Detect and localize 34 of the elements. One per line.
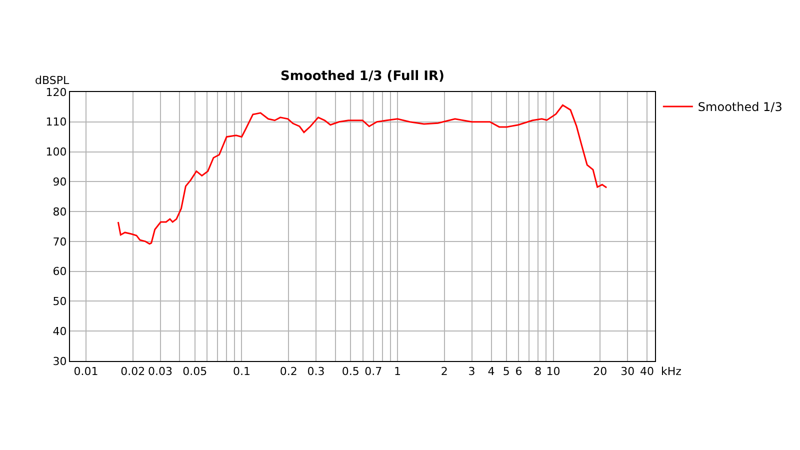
x-tick-label: 6 (515, 365, 522, 378)
x-tick-label: 0.03 (148, 365, 173, 378)
x-tick-label: 10 (546, 365, 560, 378)
x-tick-label: 4 (488, 365, 495, 378)
y-tick-label: 120 (46, 86, 67, 99)
x-tick-label: 0.05 (182, 365, 208, 378)
y-tick-label: 40 (52, 324, 67, 338)
y-tick-label: 70 (52, 235, 67, 248)
x-tick-label: 30 (620, 365, 635, 378)
x-tick-label: 0.02 (120, 365, 146, 378)
y-tick-label: 60 (52, 265, 67, 278)
x-tick-label: 5 (502, 365, 510, 378)
x-tick-label: 40 (640, 365, 654, 378)
x-tick-label: 8 (534, 365, 542, 378)
x-axis-title: kHz (661, 365, 682, 378)
chart-title: Smoothed 1/3 (Full IR) (280, 69, 444, 84)
y-tick-label: 110 (46, 116, 67, 129)
x-tick-label: 0.5 (342, 365, 360, 378)
x-tick-label: 0.2 (280, 365, 298, 378)
x-tick-label: 0.7 (364, 365, 382, 378)
x-tick-label: 1 (394, 365, 401, 378)
x-tick-label: 20 (593, 365, 608, 378)
y-axis-title: dBSPL (35, 74, 70, 87)
x-tick-label: 2 (440, 365, 448, 378)
legend-label: Smoothed 1/3 (698, 100, 782, 114)
y-tick-label: 50 (52, 295, 67, 308)
y-tick-label: 80 (52, 205, 67, 218)
x-tick-label: 0.01 (74, 365, 98, 378)
y-tick-label: 90 (52, 176, 67, 189)
x-tick-label: 0.1 (232, 365, 250, 378)
y-tick-label: 30 (52, 354, 67, 368)
x-tick-label: 3 (468, 365, 476, 378)
x-tick-label: 0.3 (307, 365, 325, 378)
y-tick-label: 100 (46, 146, 67, 159)
